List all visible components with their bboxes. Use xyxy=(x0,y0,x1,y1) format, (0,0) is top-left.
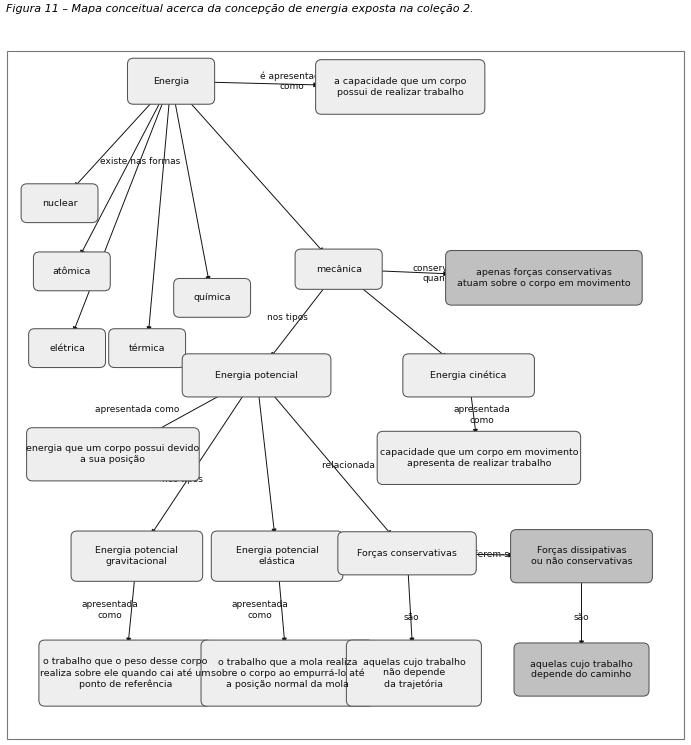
Text: Energia potencial
elástica: Energia potencial elástica xyxy=(236,546,319,566)
FancyBboxPatch shape xyxy=(346,640,482,706)
FancyBboxPatch shape xyxy=(403,354,534,397)
Text: nos tipos: nos tipos xyxy=(267,314,307,323)
FancyBboxPatch shape xyxy=(211,531,343,581)
FancyBboxPatch shape xyxy=(128,58,215,104)
Text: Forças conservativas: Forças conservativas xyxy=(357,549,457,558)
FancyBboxPatch shape xyxy=(514,643,649,696)
Text: apresentada
como: apresentada como xyxy=(81,600,138,620)
Text: relacionada a: relacionada a xyxy=(322,460,383,469)
FancyBboxPatch shape xyxy=(511,530,652,583)
Text: atômica: atômica xyxy=(53,267,91,276)
Text: energia que um corpo possui devido
a sua posição: energia que um corpo possui devido a sua… xyxy=(26,445,200,464)
FancyBboxPatch shape xyxy=(338,532,476,575)
Text: térmica: térmica xyxy=(129,343,165,352)
Text: Forças dissipativas
ou não conservativas: Forças dissipativas ou não conservativas xyxy=(531,546,632,566)
FancyBboxPatch shape xyxy=(201,640,374,706)
Text: mecânica: mecânica xyxy=(316,264,361,273)
Text: conserva-se
quando: conserva-se quando xyxy=(413,264,467,283)
Text: aquelas cujo trabalho
não depende
da trajetória: aquelas cujo trabalho não depende da tra… xyxy=(363,658,465,688)
FancyBboxPatch shape xyxy=(446,250,642,305)
Text: Energia potencial: Energia potencial xyxy=(215,371,298,380)
FancyBboxPatch shape xyxy=(316,60,485,114)
Text: apresentada como: apresentada como xyxy=(95,405,180,414)
Text: apresentada
como: apresentada como xyxy=(231,600,288,620)
FancyBboxPatch shape xyxy=(39,640,211,706)
FancyBboxPatch shape xyxy=(28,329,106,367)
FancyBboxPatch shape xyxy=(173,279,251,317)
FancyBboxPatch shape xyxy=(8,51,683,739)
Text: são: são xyxy=(404,612,419,621)
Text: apresentada
como: apresentada como xyxy=(454,405,511,425)
FancyBboxPatch shape xyxy=(71,531,202,581)
Text: Figura 11 – Mapa conceitual acerca da concepção de energia exposta na coleção 2.: Figura 11 – Mapa conceitual acerca da co… xyxy=(6,4,473,14)
Text: capacidade que um corpo em movimento
apresenta de realizar trabalho: capacidade que um corpo em movimento apr… xyxy=(379,448,578,468)
Text: o trabalho que a mola realiza
sobre o corpo ao empurrá-lo até
a posição normal d: o trabalho que a mola realiza sobre o co… xyxy=(211,658,364,688)
FancyBboxPatch shape xyxy=(108,329,186,367)
Text: a capacidade que um corpo
possui de realizar trabalho: a capacidade que um corpo possui de real… xyxy=(334,77,466,97)
Text: nuclear: nuclear xyxy=(41,199,77,208)
Text: apenas forças conservativas
atuam sobre o corpo em movimento: apenas forças conservativas atuam sobre … xyxy=(457,268,631,288)
Text: o trabalho que o peso desse corpo
realiza sobre ele quando cai até um
ponto de r: o trabalho que o peso desse corpo realiz… xyxy=(40,657,211,689)
FancyBboxPatch shape xyxy=(182,354,331,397)
Text: química: química xyxy=(193,294,231,302)
FancyBboxPatch shape xyxy=(21,184,98,223)
Text: Energia: Energia xyxy=(153,77,189,86)
Text: elétrica: elétrica xyxy=(49,343,85,352)
Text: é apresentada
como: é apresentada como xyxy=(260,72,325,91)
Text: existe nas formas: existe nas formas xyxy=(100,157,180,166)
FancyBboxPatch shape xyxy=(295,249,382,289)
Text: aquelas cujo trabalho
depende do caminho: aquelas cujo trabalho depende do caminho xyxy=(530,659,633,679)
FancyBboxPatch shape xyxy=(377,431,580,484)
Text: Energia potencial
gravitacional: Energia potencial gravitacional xyxy=(95,546,178,566)
Text: nos tipos: nos tipos xyxy=(162,475,203,484)
FancyBboxPatch shape xyxy=(33,252,111,291)
Text: Energia cinética: Energia cinética xyxy=(430,370,507,380)
Text: diferem-se das: diferem-se das xyxy=(466,551,533,559)
FancyBboxPatch shape xyxy=(26,428,199,481)
Text: são: são xyxy=(574,613,589,622)
